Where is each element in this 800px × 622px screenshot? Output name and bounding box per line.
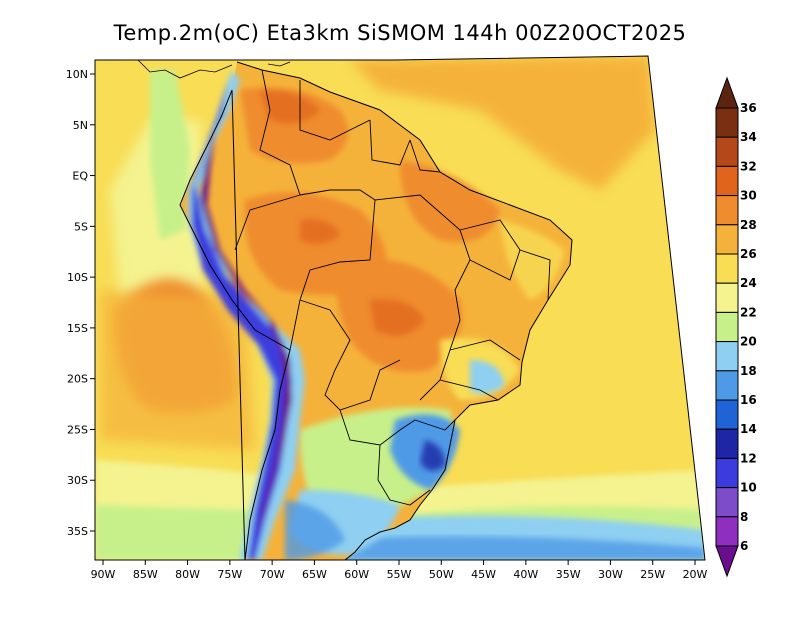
south-coldest-spots [420, 440, 445, 471]
patagonia-cold-region [285, 500, 345, 560]
colorbar-swatch [715, 487, 739, 518]
lon-tick-label: 90W [91, 568, 116, 581]
southeast-cool-patches [470, 360, 505, 394]
colorbar-swatch [715, 399, 739, 430]
lon-tick-label: 55W [387, 568, 412, 581]
colorbar-label: 28 [740, 218, 757, 232]
colorbar-swatch [715, 224, 739, 255]
colorbar-swatch [715, 195, 739, 226]
colorbar-top-arrow [715, 76, 739, 109]
lon-tick-label: 35W [556, 568, 581, 581]
colorbar-swatch [715, 311, 739, 343]
colorbar-label: 12 [740, 451, 757, 465]
country-borders [234, 69, 551, 506]
land-border-outline [179, 61, 573, 560]
colorbar-label: 14 [740, 422, 757, 436]
colorbar-swatch [715, 370, 739, 401]
lat-tick-label: 25S [67, 423, 88, 436]
lat-tick-label: 5S [74, 220, 88, 233]
lon-tick-label: 20W [683, 568, 708, 581]
lon-tick-label: 85W [133, 568, 158, 581]
colorbar-label: 6 [740, 539, 748, 553]
lat-tick-label: 35S [67, 525, 88, 538]
lon-tick-label: 45W [471, 568, 496, 581]
lat-tick-label: EQ [72, 170, 88, 183]
longitude-ticks: 90W 85W 80W 75W 70W 65W 60W 55W 50W 45W 40W 35W 30W 2… [91, 560, 708, 581]
colorbar-swatch [715, 457, 739, 489]
colorbar-label: 8 [740, 510, 748, 524]
colorbar-label: 22 [740, 305, 757, 319]
colorbar-label: 16 [740, 393, 757, 407]
lat-tick-label: 20S [67, 373, 88, 386]
colorbar-swatch [715, 282, 739, 313]
colorbar-label: 34 [740, 130, 757, 144]
colorbar: 6 8 10 12 14 16 18 20 22 24 26 28 30 32 34 36 [715, 76, 757, 578]
lat-tick-label: 10S [67, 271, 88, 284]
andes-cold-band [188, 70, 305, 560]
lat-tick-label: 30S [67, 474, 88, 487]
colorbar-swatch [715, 516, 739, 547]
north-atlantic-warm-zone [350, 56, 655, 190]
colorbar-swatch [715, 107, 739, 138]
pacific-warm-band [100, 290, 255, 450]
colorbar-label: 20 [740, 335, 757, 349]
lon-tick-label: 70W [260, 568, 285, 581]
south-ocean-band-16c [330, 536, 705, 560]
map-title: Temp.2m(oC) Eta3km SiSMOM 144h 00Z20OCT2… [113, 21, 687, 45]
lon-tick-label: 80W [175, 568, 200, 581]
lon-tick-label: 75W [217, 568, 242, 581]
lon-tick-label: 40W [513, 568, 538, 581]
colorbar-label: 18 [740, 364, 757, 378]
colorbar-label: 26 [740, 247, 757, 261]
colorbar-bottom-arrow [715, 545, 739, 578]
colorbar-label: 30 [740, 189, 757, 203]
colorbar-label: 10 [740, 481, 757, 495]
colorbar-swatch [715, 165, 739, 197]
lat-tick-label: 15S [67, 322, 88, 335]
latitude-ticks: 10N 5N EQ 5S 10S 15S 20S 25S 30S 35S [66, 68, 95, 538]
lon-tick-label: 25W [640, 568, 665, 581]
temperature-field [95, 56, 705, 560]
lat-tick-label: 10N [66, 68, 88, 81]
colorbar-swatch [715, 136, 739, 167]
caribbean-coastlines [137, 59, 291, 79]
colorbar-swatch [715, 341, 739, 372]
lon-tick-label: 60W [344, 568, 369, 581]
lon-tick-label: 50W [429, 568, 454, 581]
colorbar-label: 24 [740, 276, 757, 290]
pacific-coastal-cool-band [150, 70, 190, 240]
colorbar-label: 32 [740, 159, 757, 173]
colorbar-label: 36 [740, 101, 757, 115]
colorbar-swatch [715, 428, 739, 459]
lon-tick-label: 30W [598, 568, 623, 581]
interior-hot-patches [240, 87, 500, 372]
interior-hottest-patches [260, 91, 425, 336]
lon-tick-label: 65W [302, 568, 327, 581]
colorbar-swatch [715, 253, 739, 284]
lat-tick-label: 5N [73, 119, 88, 132]
